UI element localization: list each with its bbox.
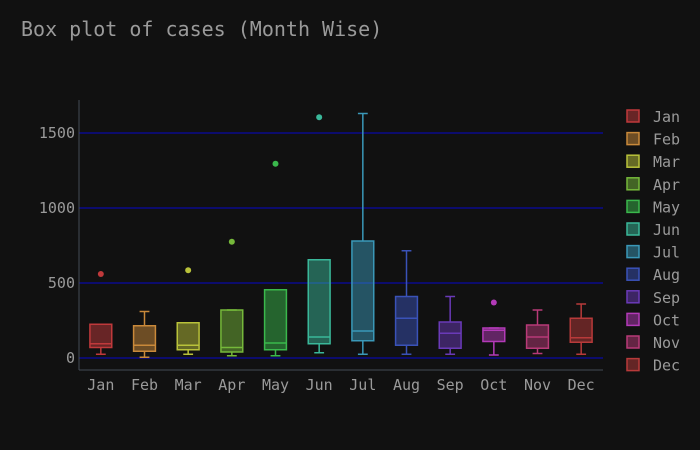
- outlier-point: [316, 114, 323, 121]
- iqr-box: [394, 295, 419, 346]
- outlier-point: [185, 267, 192, 274]
- axes: 0 500 1000 1500 Jan Feb Mar Apr May Jun Jul Aug Sep O…: [39, 100, 603, 394]
- legend-swatch: [626, 290, 640, 304]
- legend-label: Nov: [653, 334, 680, 352]
- legend-swatch: [626, 154, 640, 168]
- box-sep: [438, 295, 462, 355]
- outlier-point: [97, 271, 104, 277]
- x-tick-label: Apr: [218, 376, 245, 394]
- x-tick-label: Sep: [437, 376, 464, 394]
- legend-item-oct[interactable]: Oct: [626, 311, 680, 329]
- legend-swatch: [626, 335, 640, 349]
- iqr-box: [263, 289, 288, 351]
- legend-swatch: [626, 131, 640, 146]
- box-jun: [307, 114, 331, 354]
- y-tick-label: 500: [48, 274, 75, 292]
- legend-label: Aug: [653, 266, 680, 284]
- box-nov: [525, 309, 550, 355]
- legend-item-aug[interactable]: Aug: [626, 266, 680, 284]
- legend-item-feb[interactable]: Feb: [626, 131, 680, 149]
- legend-label: Dec: [653, 357, 680, 375]
- iqr-box: [132, 325, 157, 352]
- x-tick-label: Nov: [524, 376, 551, 394]
- iqr-box: [176, 322, 200, 351]
- legend-label: Sep: [653, 289, 680, 307]
- box-jan: [89, 271, 113, 355]
- legend-label: Feb: [653, 131, 680, 149]
- boxes: [89, 112, 593, 358]
- x-tick-label: Jul: [349, 376, 376, 394]
- iqr-box: [569, 317, 593, 343]
- legend-item-jul[interactable]: Jul: [626, 244, 680, 262]
- legend-label: May: [653, 198, 680, 216]
- legend-label: Apr: [653, 176, 680, 194]
- legend-label: Jun: [653, 221, 680, 239]
- y-tick-label: 1500: [39, 124, 75, 142]
- iqr-box: [89, 323, 113, 349]
- box-may: [263, 160, 288, 357]
- outlier-point: [490, 299, 497, 306]
- legend-swatch: [626, 312, 640, 327]
- iqr-box: [482, 327, 506, 343]
- legend-label: Mar: [653, 153, 680, 171]
- legend-label: Oct: [653, 311, 680, 329]
- x-tick-label: May: [262, 376, 289, 394]
- x-tick-label: Aug: [393, 376, 420, 394]
- outlier-point: [228, 238, 235, 245]
- iqr-box: [307, 259, 331, 345]
- legend-swatch: [626, 357, 640, 372]
- x-tick-label: Mar: [175, 376, 202, 394]
- legend-item-mar[interactable]: Mar: [626, 153, 680, 171]
- box-dec: [569, 303, 593, 355]
- y-tick-label: 1000: [39, 199, 75, 217]
- gridlines: [79, 132, 603, 359]
- box-oct: [482, 299, 506, 356]
- legend-item-dec[interactable]: Dec: [626, 357, 680, 375]
- legend-item-nov[interactable]: Nov: [626, 334, 680, 352]
- legend-item-may[interactable]: May: [626, 198, 680, 216]
- box-jul: [351, 112, 375, 355]
- x-tick-label: Jun: [306, 376, 333, 394]
- iqr-box: [220, 309, 244, 353]
- outlier-point: [272, 160, 279, 167]
- box-apr: [220, 238, 244, 357]
- chart-title: Box plot of cases (Month Wise): [21, 17, 383, 41]
- legend[interactable]: Jan Feb Mar Apr May Jun Jul Aug Sep Oct Nov Dec: [626, 108, 680, 375]
- legend-item-jun[interactable]: Jun: [626, 221, 680, 239]
- x-tick-label: Feb: [131, 376, 158, 394]
- iqr-box: [351, 240, 375, 342]
- legend-label: Jul: [653, 244, 680, 262]
- legend-swatch: [626, 177, 640, 191]
- legend-label: Jan: [653, 108, 680, 126]
- legend-swatch: [626, 199, 640, 214]
- legend-item-apr[interactable]: Apr: [626, 176, 680, 194]
- x-tick-label: Jan: [87, 376, 114, 394]
- legend-swatch: [626, 109, 640, 123]
- legend-swatch: [626, 222, 640, 236]
- legend-swatch: [626, 244, 640, 259]
- legend-item-sep[interactable]: Sep: [626, 289, 680, 307]
- x-tick-label: Dec: [568, 376, 595, 394]
- iqr-box: [438, 321, 462, 349]
- legend-item-jan[interactable]: Jan: [626, 108, 680, 126]
- box-mar: [176, 267, 200, 355]
- x-tick-label: Oct: [480, 376, 507, 394]
- box-aug: [394, 250, 419, 355]
- y-tick-label: 0: [66, 349, 75, 367]
- box-feb: [132, 310, 157, 358]
- legend-swatch: [626, 267, 640, 281]
